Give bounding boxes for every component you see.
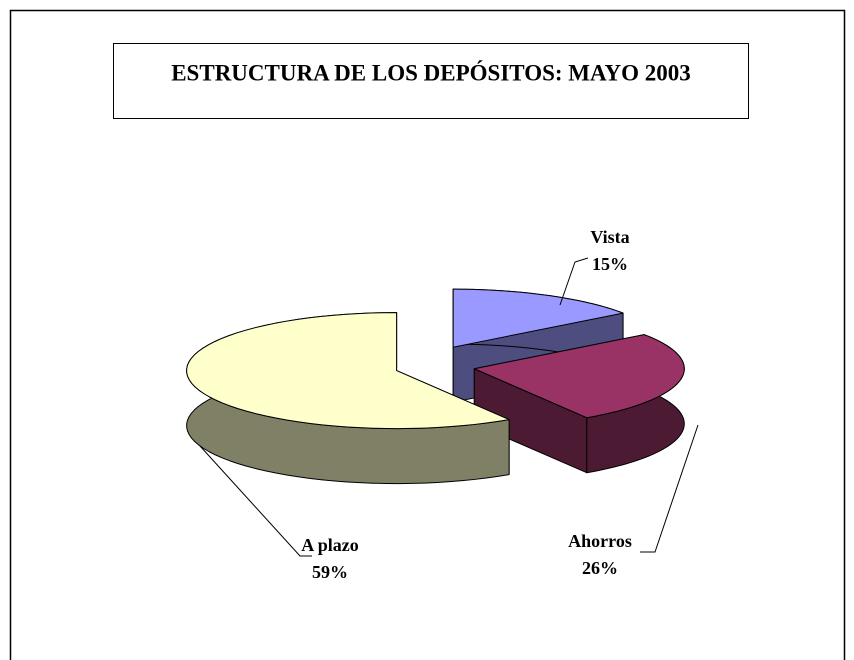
slice-label: Vista bbox=[590, 227, 629, 247]
slice-top bbox=[473, 334, 685, 419]
slice-label: A plazo bbox=[301, 535, 359, 555]
title-box bbox=[113, 43, 749, 119]
leader-line bbox=[199, 445, 312, 557]
slice-top bbox=[186, 312, 510, 430]
pie-slice bbox=[186, 312, 510, 485]
chart-frame bbox=[9, 9, 846, 660]
slice-label: Ahorros bbox=[568, 531, 632, 551]
slice-value-label: 26% bbox=[582, 558, 618, 578]
pie-slice bbox=[473, 334, 685, 474]
slice-value-label: 59% bbox=[312, 562, 348, 582]
leader-line bbox=[559, 257, 589, 306]
slice-top bbox=[452, 288, 624, 348]
chart-title: ESTRUCTURA DE LOS DEPÓSITOS: MAYO 2003 bbox=[171, 59, 691, 85]
slice-value-label: 15% bbox=[592, 254, 628, 274]
leader-line bbox=[640, 424, 699, 553]
